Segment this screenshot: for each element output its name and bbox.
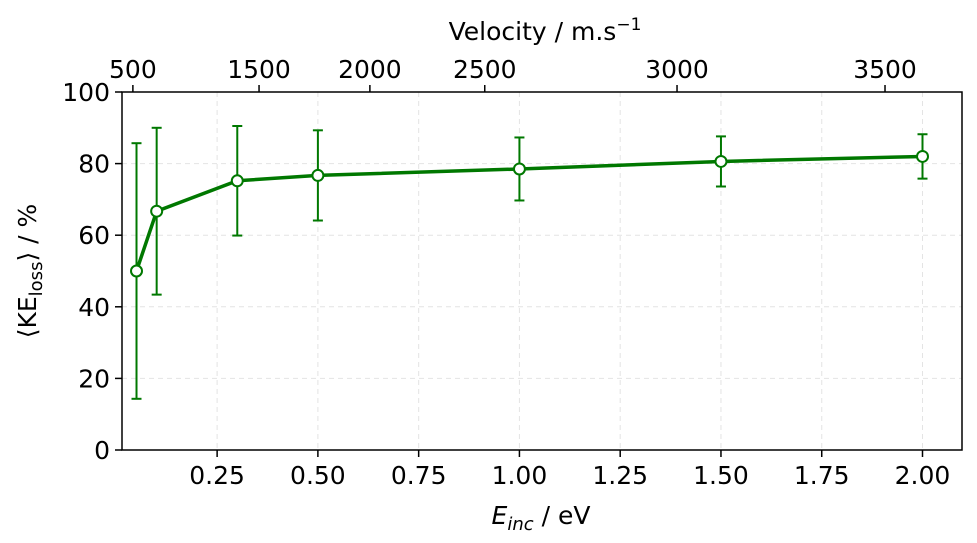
marker <box>230 174 244 188</box>
x2-tick-label: 2000 <box>338 55 402 84</box>
marker <box>714 154 728 168</box>
x-tick-label: 1.75 <box>794 461 850 490</box>
y-tick-label: 80 <box>78 150 110 179</box>
x2-axis-label: Velocity / m.s−1 <box>449 15 642 46</box>
x-tick-label: 1.00 <box>492 461 548 490</box>
y-axis-label: ⟨KEloss⟩ / % <box>13 204 47 339</box>
y-label-tail: ⟩ / % <box>13 204 42 262</box>
plot-frame <box>121 91 963 451</box>
marker <box>150 204 164 218</box>
x2-label-sup: −1 <box>616 15 641 35</box>
y-tick-label: 40 <box>78 293 110 322</box>
marker <box>311 168 325 182</box>
y-tick-label: 100 <box>62 78 110 107</box>
marker <box>130 264 144 278</box>
x2-tick-label: 500 <box>109 55 157 84</box>
x-axis-label: Einc / eV <box>492 501 591 535</box>
y-tick-label: 20 <box>78 364 110 393</box>
x-tick-label: 1.25 <box>592 461 648 490</box>
x2-tick-label: 1500 <box>227 55 291 84</box>
y-tick-label: 0 <box>94 436 110 465</box>
line <box>134 154 923 272</box>
x-label-sub: inc <box>507 514 533 535</box>
x-tick-label: 0.25 <box>189 461 245 490</box>
x2-label-main: Velocity / m.s <box>449 17 617 46</box>
x-tick-label: 2.00 <box>895 461 951 490</box>
x-tick-label: 0.75 <box>391 461 447 490</box>
x-tick-label: 0.50 <box>290 461 346 490</box>
y-tick-label: 60 <box>78 221 110 250</box>
x2-tick-label: 3000 <box>645 55 709 84</box>
x2-tick-label: 3500 <box>853 55 917 84</box>
x-tick-label: 1.50 <box>693 461 749 490</box>
y-label-sub: loss <box>26 262 47 297</box>
x-label-tail: / eV <box>534 501 591 530</box>
marker <box>512 162 526 176</box>
y-label-main: ⟨KE <box>13 296 42 338</box>
marker <box>915 149 929 163</box>
x-label-main: E <box>492 501 508 530</box>
x2-tick-label: 2500 <box>453 55 517 84</box>
